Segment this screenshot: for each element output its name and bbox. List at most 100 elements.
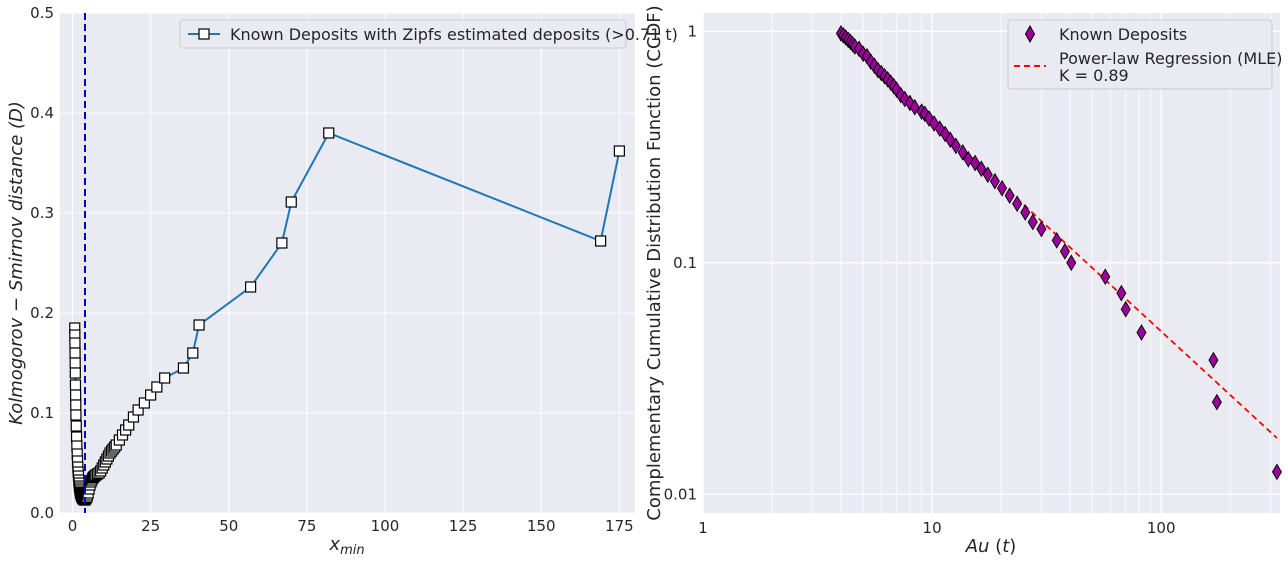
left-x-axis-label: xmin [328,534,364,558]
right-data-point [862,47,873,65]
right-legend-label-fit: Power-law Regression (MLE) [1059,49,1282,68]
right-data-point [957,143,968,161]
right-data-point [970,154,981,172]
right-x-ticks: 1 10 100 [698,519,1175,537]
right-data-point [1004,187,1015,205]
right-data-point [1066,254,1077,272]
power-law-fit-segment [971,156,1278,439]
left-data-point [187,347,199,359]
right-data-point [989,172,1000,190]
right-data-point [1120,300,1131,318]
left-data-point [138,397,150,409]
left-data-point [132,404,144,416]
left-series [69,127,625,506]
left-data-point [276,237,288,249]
left-plot-area [60,13,635,513]
left-legend-marker [198,28,210,40]
right-data-point [924,110,935,127]
right-data-point [934,120,945,137]
left-data-point [69,357,81,369]
right-data-point [1100,268,1111,286]
right-x-tick-label: 100 [1147,519,1176,537]
left-y-ticks: 0.0 0.1 0.2 0.3 0.4 0.5 [30,4,54,522]
left-data-point [145,389,157,401]
left-data-point [70,399,82,411]
left-y-tick-label: 0.3 [30,204,54,222]
right-y-tick-label: 0.01 [664,485,697,503]
left-y-tick-label: 0.1 [30,404,54,422]
right-data-point [904,94,915,112]
right-y-tick-label: 0.1 [673,254,697,272]
left-data-point [159,372,171,384]
left-legend-box [179,19,627,49]
left-data-point [193,319,205,331]
right-data-point [1051,231,1062,249]
left-x-tick-label: 25 [141,517,160,535]
right-data-point [854,40,865,58]
power-law-fit-line [971,156,1278,439]
right-legend-label-deposits: Known Deposits [1059,25,1187,44]
right-data-point [1208,351,1219,369]
left-x-tick-label: 150 [527,517,556,535]
left-legend-label: Known Deposits with Zipfs estimated depo… [230,25,678,44]
left-data-point [69,367,81,379]
left-data-point [613,145,625,157]
left-legend: Known Deposits with Zipfs estimated depo… [179,19,678,49]
right-data-point [1036,220,1047,238]
right-data-point [929,115,940,132]
left-gridlines [60,12,635,514]
left-data-point [70,420,82,432]
left-x-tick-label: 175 [605,517,634,535]
right-y-axis-label: Complementary Cumulative Distribution Fu… [644,5,665,520]
right-data-point [945,131,956,149]
left-y-tick-label: 0.2 [30,304,54,322]
left-data-point [69,337,81,349]
left-chart: 0 25 50 75 100 125 150 175 0.0 0.1 0.2 0.3 0.4 0.5 x… [6,4,678,558]
left-data-point [151,381,163,393]
right-legend-marker [1024,24,1036,44]
right-data-point [1271,463,1282,481]
left-x-tick-label: 50 [219,517,238,535]
right-data-point [1020,204,1031,221]
left-data-point [595,235,607,247]
left-x-tick-label: 100 [371,517,400,535]
right-y-tick-label: 1 [687,22,697,40]
right-data-point [1059,243,1070,260]
left-data-point [245,281,257,293]
right-x-axis-label: Au (t) [965,536,1017,557]
left-x-tick-label: 125 [449,517,478,535]
left-x-tick-label: 0 [68,517,78,535]
left-data-point [70,409,82,421]
right-legend-label-fit-k: K = 0.89 [1059,66,1129,85]
right-data-point [1136,324,1147,341]
right-legend: Known Deposits Power-law Regression (MLE… [1007,19,1282,90]
left-data-point [69,347,81,359]
right-data-point [1027,213,1038,231]
left-x-tick-label: 75 [297,517,316,535]
right-data-point [976,160,987,178]
left-data-point [69,379,82,391]
right-data-point [1116,284,1127,302]
left-y-tick-label: 0.4 [30,104,54,122]
right-y-ticks: 0.01 0.1 1 [664,22,697,503]
right-legend-box [1007,19,1273,90]
right-data-point [950,137,961,155]
right-chart: 1 10 100 0.01 0.1 1 Au (t) Complementary Cum… [644,5,1282,557]
left-data-point [285,196,297,208]
left-y-tick-label: 0.5 [30,4,54,22]
right-gridlines [702,13,1280,513]
right-x-tick-label: 1 [698,519,708,537]
left-data-point [323,127,335,139]
right-data-point [1012,195,1023,213]
right-data-point [1211,393,1222,411]
right-data-point [891,81,902,98]
right-data-point [997,179,1008,197]
right-series [835,24,1282,481]
left-x-ticks: 0 25 50 75 100 125 150 175 [68,517,634,535]
right-data-point [982,166,993,184]
right-data-point [919,105,930,123]
left-y-tick-label: 0.0 [30,504,54,522]
left-data-point [70,389,82,401]
right-data-point [963,150,974,168]
